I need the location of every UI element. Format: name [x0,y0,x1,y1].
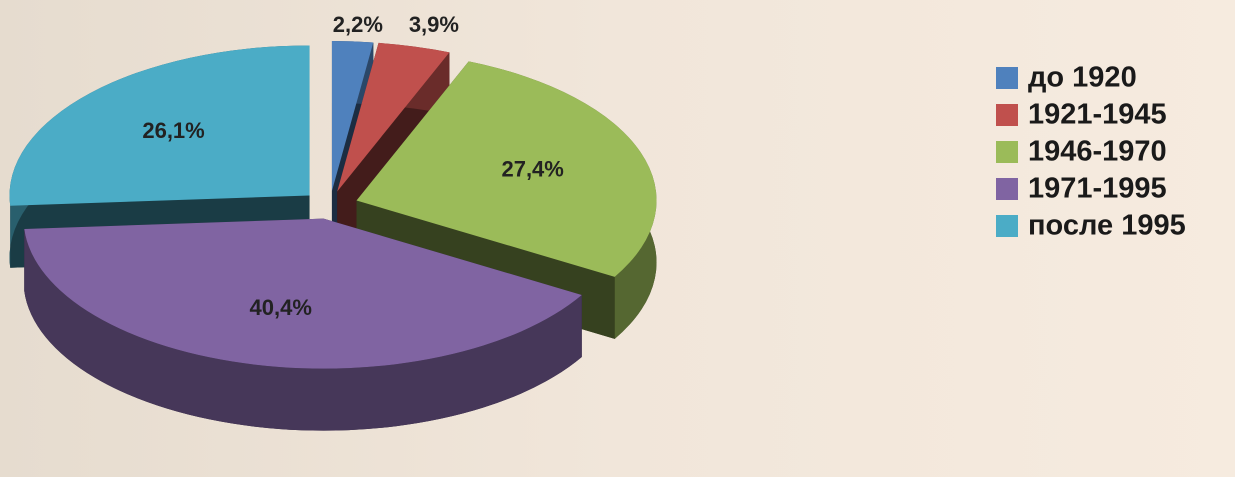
value-label: 26,1% [142,118,204,143]
legend-label: 1921-1945 [1028,99,1167,131]
slice [24,218,582,431]
slice [356,61,657,339]
value-label: 2,2% [333,12,383,37]
value-label: 3,9% [409,12,459,37]
value-label: 40,4% [250,295,312,320]
legend-swatch [996,215,1018,237]
legend-label: после 1995 [1028,210,1186,242]
value-label: 27,4% [501,156,563,181]
legend-swatch [996,67,1018,89]
legend-swatch [996,178,1018,200]
slice-top [331,41,374,192]
legend-swatch [996,104,1018,126]
legend-label: 1971-1995 [1028,173,1167,205]
slice-top [356,61,657,277]
legend-swatch [996,141,1018,163]
slice-top [24,218,582,369]
slice-top [337,42,450,192]
legend-label: 1946-1970 [1028,136,1167,168]
legend-label: до 1920 [1028,62,1137,94]
slice-top [9,45,310,206]
slice-side [24,228,582,431]
